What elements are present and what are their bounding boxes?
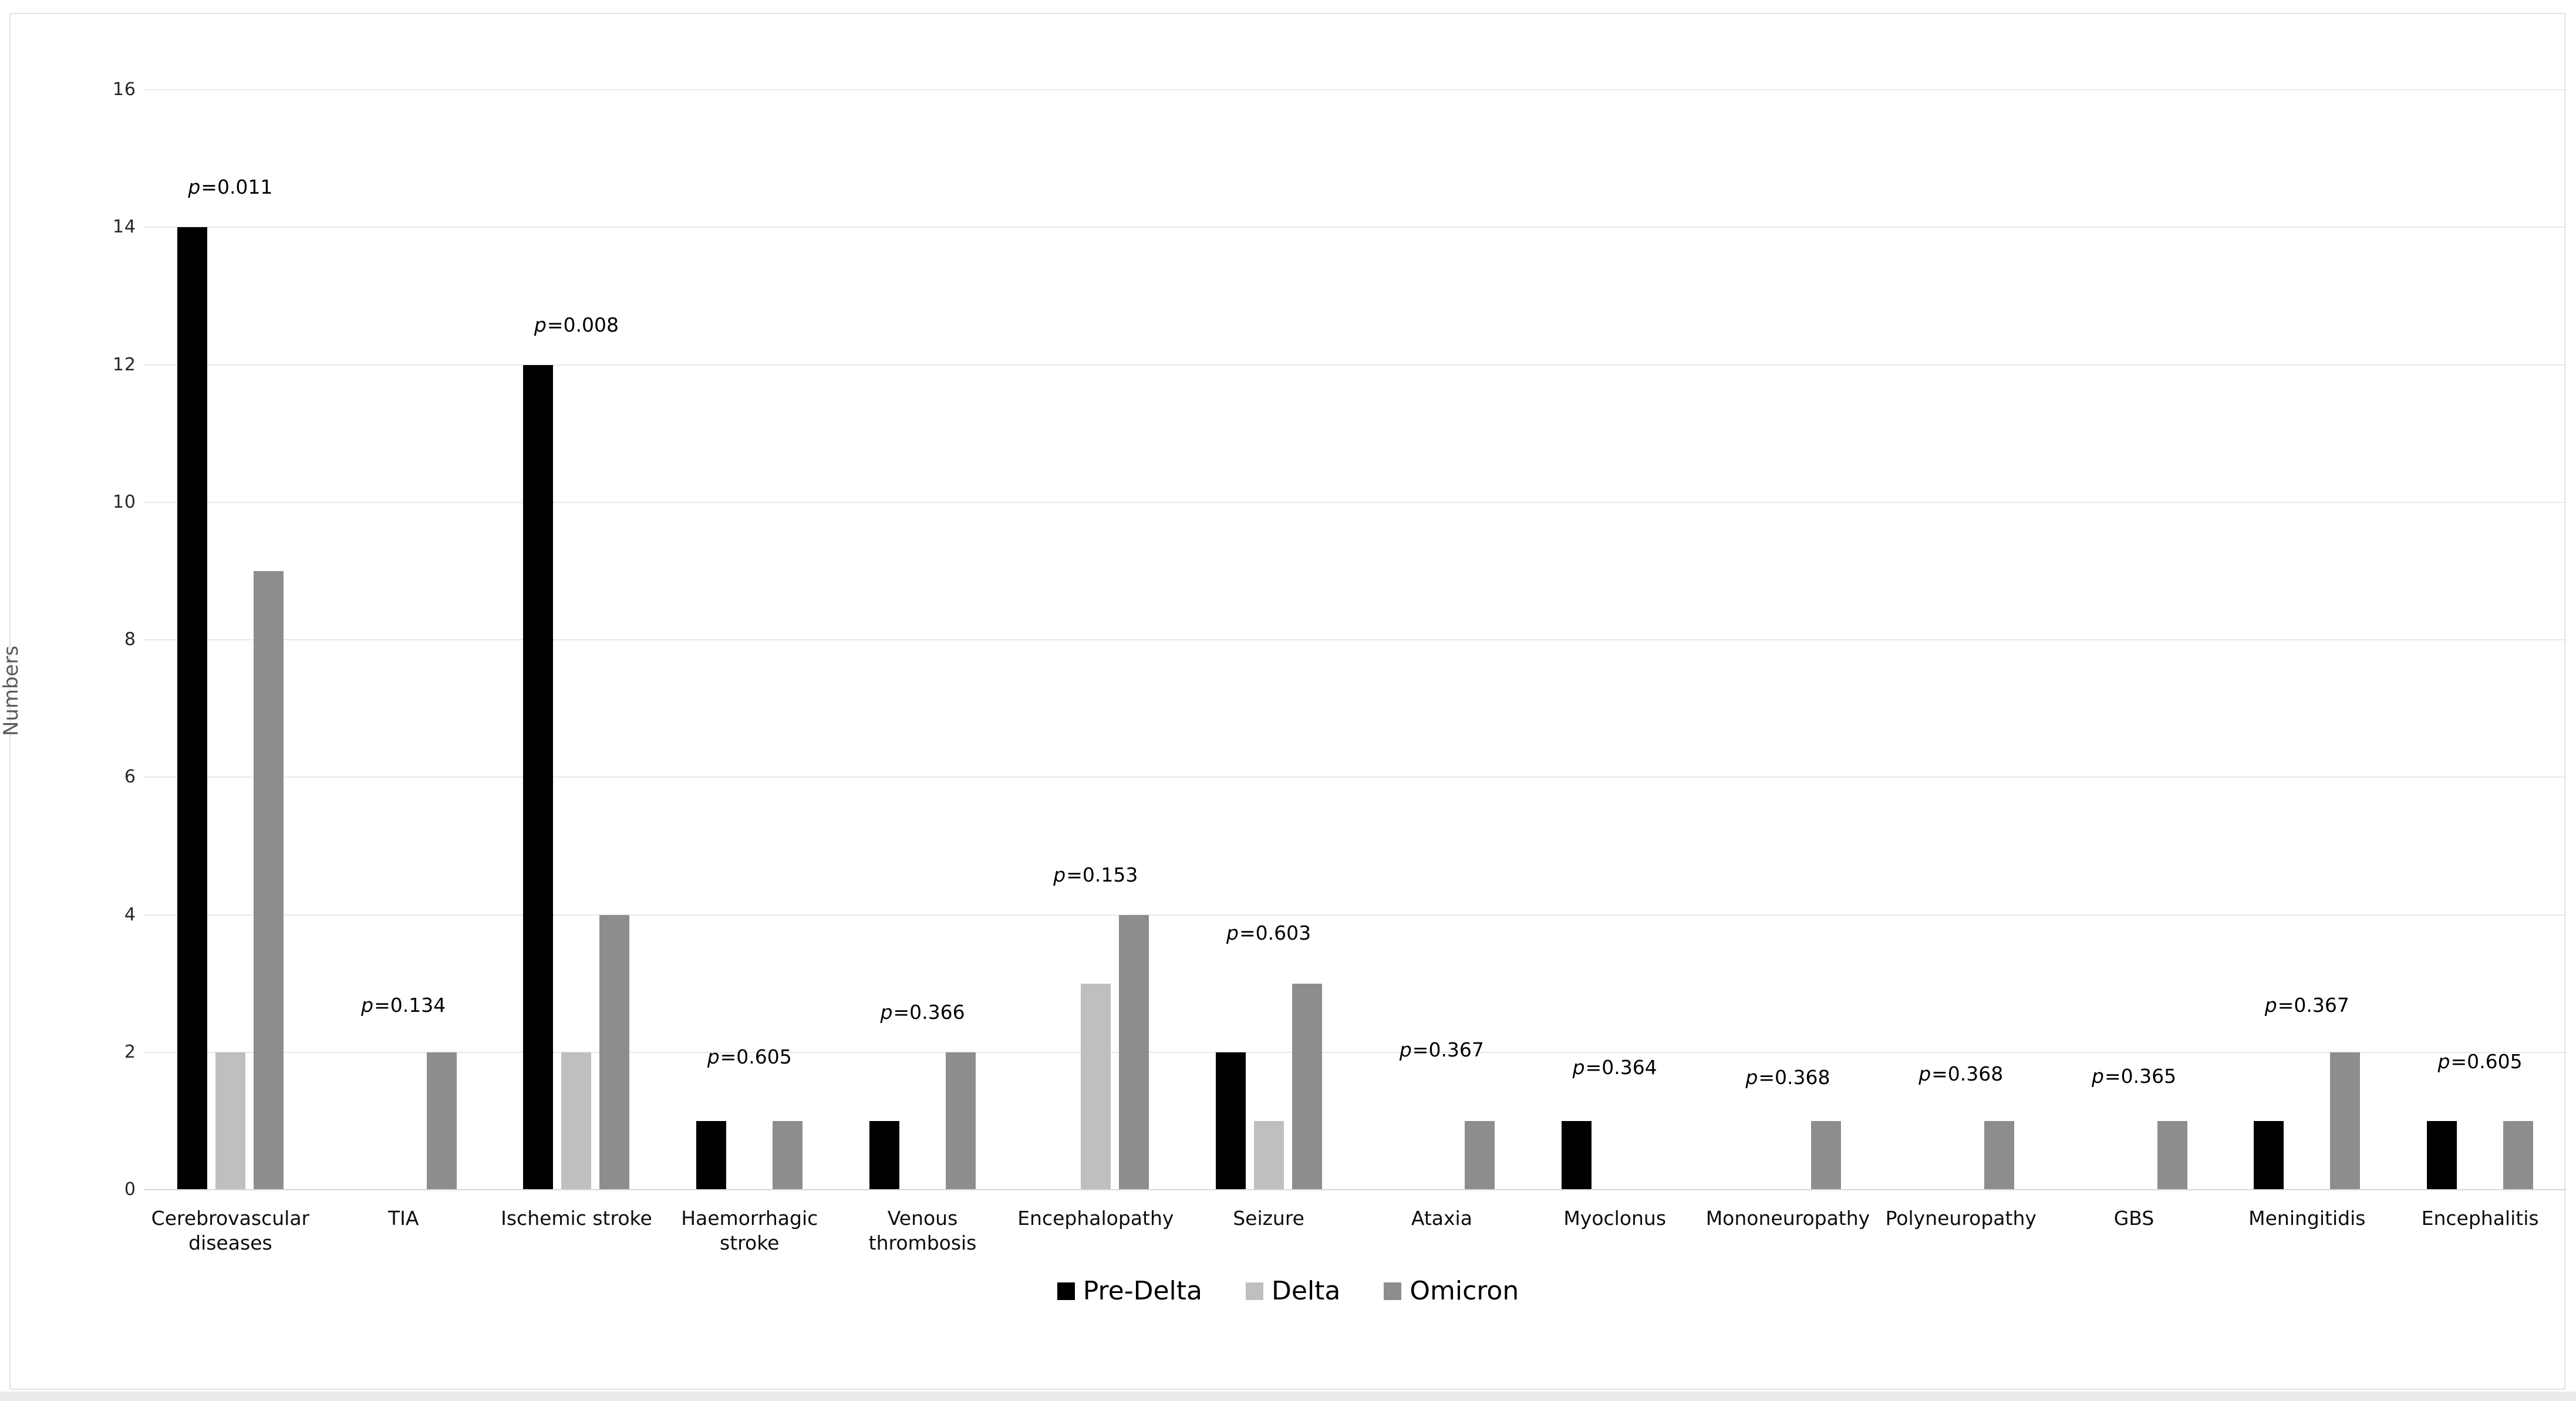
legend-item-omicron: Omicron <box>1384 1275 1519 1308</box>
p-value-label-10: p=0.368 <box>1745 1066 1830 1089</box>
x-category-label-4: Haemorrhagic stroke <box>681 1207 818 1254</box>
gridline-y-2 <box>144 1051 2567 1053</box>
gridline-y-6 <box>144 777 2567 778</box>
x-category-label-3: Ischemic stroke <box>501 1207 652 1230</box>
x-category-label-13: Meningitidis <box>2248 1207 2366 1230</box>
y-tick-label-12: 12 <box>112 354 136 375</box>
gridline-y-4 <box>144 914 2567 916</box>
bar-delta-1 <box>215 1052 245 1189</box>
y-tick-label-4: 4 <box>124 904 136 925</box>
legend-swatch-pre-delta <box>1057 1282 1075 1300</box>
gridline-y-14 <box>144 227 2567 228</box>
legend-item-delta: Delta <box>1246 1275 1340 1308</box>
x-category-label-11: Polyneuropathy <box>1885 1207 2036 1230</box>
bar-pre-delta-4 <box>696 1120 727 1189</box>
x-category-label-10: Mononeuropathy <box>1705 1207 1870 1230</box>
bar-pre-delta-3 <box>523 364 554 1189</box>
p-value-label-1: p=0.011 <box>188 175 273 199</box>
legend-swatch-omicron <box>1384 1282 1402 1300</box>
bar-omicron-14 <box>2503 1120 2534 1189</box>
y-tick-label-8: 8 <box>124 629 136 650</box>
p-value-label-3: p=0.008 <box>534 313 619 336</box>
p-value-label-6: p=0.153 <box>1053 863 1138 886</box>
bar-pre-delta-5 <box>869 1120 900 1189</box>
y-tick-label-2: 2 <box>124 1041 136 1062</box>
x-category-label-12: GBS <box>2113 1207 2154 1230</box>
bar-omicron-4 <box>773 1120 803 1189</box>
p-value-label-7: p=0.603 <box>1226 921 1311 945</box>
x-category-label-7: Seizure <box>1233 1207 1304 1230</box>
bar-pre-delta-13 <box>2254 1120 2284 1189</box>
p-value-label-8: p=0.367 <box>1399 1038 1484 1062</box>
bar-delta-3 <box>561 1052 592 1189</box>
x-category-label-9: Myoclonus <box>1563 1207 1667 1230</box>
y-tick-label-14: 14 <box>112 217 136 238</box>
bar-omicron-7 <box>1292 983 1322 1189</box>
legend-swatch-delta <box>1246 1282 1263 1300</box>
p-value-label-11: p=0.368 <box>1918 1062 2004 1086</box>
x-category-label-5: Venous thrombosis <box>868 1207 977 1254</box>
legend-label-delta: Delta <box>1272 1276 1341 1306</box>
bar-omicron-2 <box>426 1052 457 1189</box>
x-category-label-6: Encephalopathy <box>1017 1207 1174 1230</box>
bar-pre-delta-9 <box>1562 1120 1592 1189</box>
legend-item-pre-delta: Pre-Delta <box>1057 1275 1202 1308</box>
x-category-label-8: Ataxia <box>1411 1207 1472 1230</box>
gridline-y-8 <box>144 639 2567 640</box>
p-value-label-14: p=0.605 <box>2437 1050 2523 1073</box>
p-value-label-9: p=0.364 <box>1572 1055 1657 1079</box>
bar-pre-delta-7 <box>1215 1052 1246 1189</box>
legend: Pre-Delta Delta Omicron <box>9 1275 2567 1308</box>
bar-delta-6 <box>1080 983 1111 1189</box>
bar-delta-7 <box>1253 1120 1284 1189</box>
bottom-strip <box>0 1392 2576 1401</box>
bar-omicron-10 <box>1810 1120 1841 1189</box>
y-tick-label-16: 16 <box>112 79 136 100</box>
y-tick-label-10: 10 <box>112 491 136 512</box>
y-tick-label-6: 6 <box>124 767 136 788</box>
gridline-y-10 <box>144 501 2567 503</box>
p-value-label-13: p=0.367 <box>2264 994 2349 1017</box>
x-category-label-14: Encephalitis <box>2421 1207 2539 1230</box>
bar-omicron-5 <box>946 1052 976 1189</box>
x-category-label-1: Cerebrovascular diseases <box>151 1207 310 1254</box>
bar-pre-delta-1 <box>177 227 207 1189</box>
bar-omicron-12 <box>2157 1120 2187 1189</box>
bar-pre-delta-14 <box>2427 1120 2457 1189</box>
y-tick-label-0: 0 <box>124 1179 136 1200</box>
bar-omicron-8 <box>1465 1120 1495 1189</box>
bar-omicron-1 <box>253 570 284 1189</box>
bar-omicron-3 <box>599 914 630 1189</box>
legend-label-omicron: Omicron <box>1410 1276 1519 1306</box>
gridline-y-12 <box>144 364 2567 366</box>
p-value-label-2: p=0.134 <box>361 994 446 1017</box>
x-category-label-2: TIA <box>387 1207 419 1230</box>
legend-label-pre-delta: Pre-Delta <box>1083 1276 1202 1306</box>
gridline-y-16 <box>144 89 2567 90</box>
bar-omicron-6 <box>1118 914 1149 1189</box>
bar-omicron-13 <box>2330 1052 2361 1189</box>
bar-omicron-11 <box>1984 1120 2014 1189</box>
p-value-label-5: p=0.366 <box>880 1000 965 1024</box>
x-axis-baseline <box>144 1189 2567 1190</box>
p-value-label-12: p=0.365 <box>2091 1064 2177 1088</box>
p-value-label-4: p=0.605 <box>707 1045 792 1069</box>
